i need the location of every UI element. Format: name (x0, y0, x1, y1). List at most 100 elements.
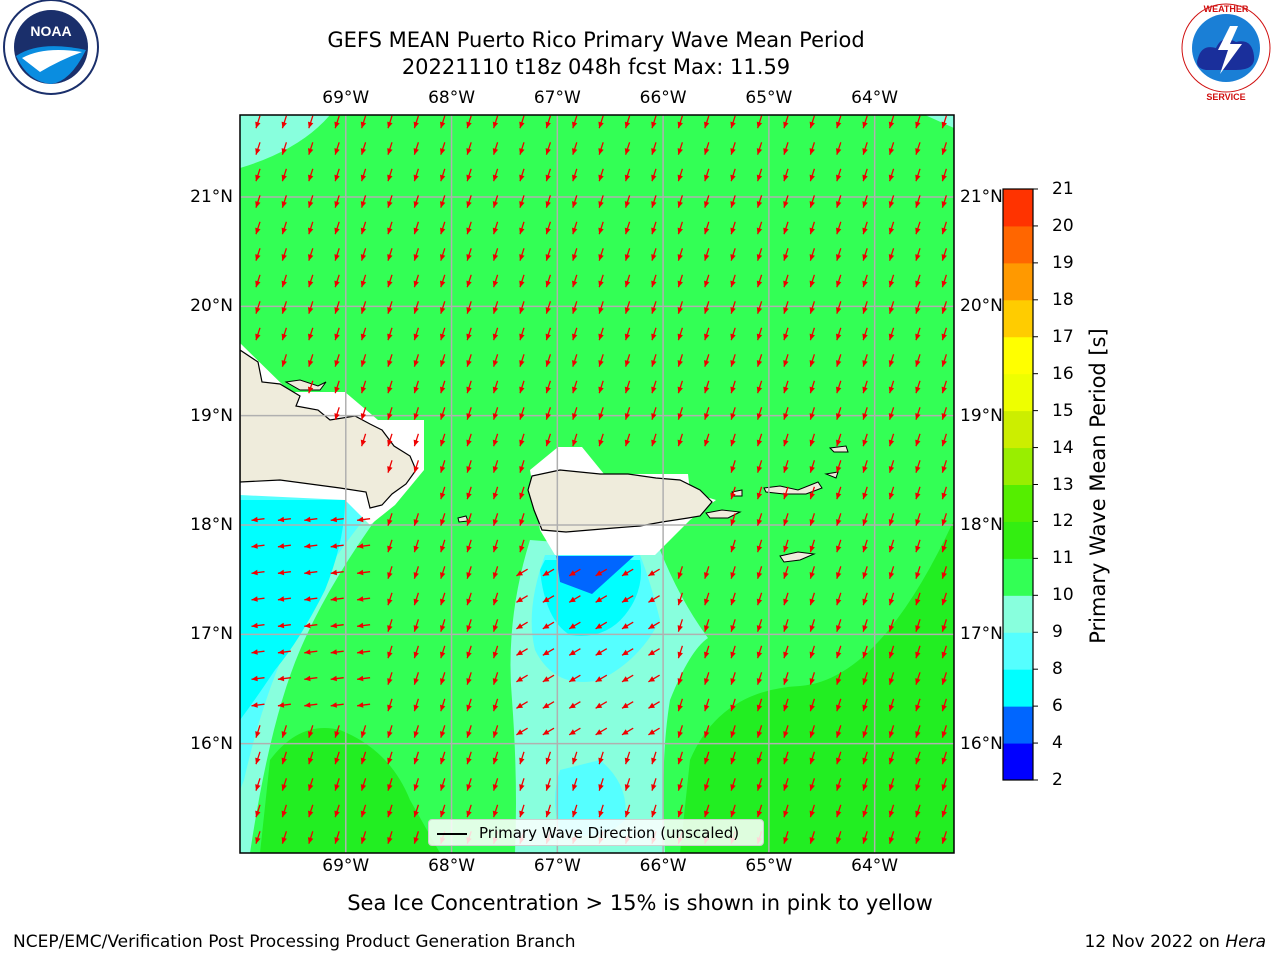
direction-arrowhead (941, 519, 947, 526)
ocean-9-10s-ne (925, 115, 954, 128)
direction-arrowhead (572, 757, 578, 765)
direction-arrowhead (648, 596, 655, 603)
direction-arrowhead (888, 121, 895, 129)
direction-arrowhead (651, 360, 657, 367)
colorbar-segment (1003, 521, 1033, 559)
direction-arrowhead (888, 784, 895, 791)
direction-arrowhead (492, 333, 499, 341)
direction-arrowhead (598, 280, 604, 288)
direction-arrowhead (277, 569, 285, 576)
direction-arrowhead (545, 148, 551, 155)
direction-arrowhead (704, 307, 710, 314)
direction-arrowhead (466, 439, 472, 447)
direction-arrowhead (809, 810, 815, 818)
colorbar-segment (1003, 743, 1033, 781)
turks-island (284, 379, 327, 391)
direction-arrowhead (413, 572, 419, 579)
direction-arrowhead (621, 649, 629, 656)
direction-arrowhead (783, 360, 789, 367)
colorbar-tick-label: 13 (1052, 474, 1074, 495)
direction-arrowhead (862, 333, 868, 341)
direction-arrowhead (624, 360, 631, 367)
direction-arrowhead (360, 280, 367, 288)
direction-arrowhead (704, 174, 710, 182)
direction-arrowhead (756, 174, 763, 182)
direction-arrowhead (730, 757, 736, 765)
direction-arrowhead (387, 545, 393, 553)
direction-arrowhead (598, 439, 604, 447)
direction-arrowhead (756, 810, 763, 818)
direction-arrowhead (360, 360, 367, 367)
direction-arrowhead (492, 545, 499, 553)
ocean-4-6s-south (556, 556, 634, 594)
direction-arrowhead (519, 386, 525, 394)
direction-arrowhead (492, 386, 499, 394)
direction-arrowhead (888, 519, 895, 526)
direction-arrowhead (255, 837, 261, 844)
direction-arrowhead (651, 174, 657, 182)
direction-arrowhead (730, 704, 736, 712)
colorbar-segment (1003, 447, 1033, 485)
direction-arrowhead (466, 201, 472, 208)
direction-arrowhead (598, 121, 604, 129)
direction-arrowhead (624, 174, 631, 182)
direction-arrowhead (251, 649, 258, 655)
direction-arrowhead (255, 148, 261, 155)
direction-arrowhead (466, 625, 472, 632)
direction-arrowhead (756, 148, 763, 155)
direction-arrowhead (756, 439, 763, 447)
direction-arrowhead (915, 413, 921, 420)
direction-arrowhead (277, 543, 285, 549)
direction-arrowhead (624, 201, 631, 208)
direction-arrowhead (783, 174, 789, 182)
direction-arrowhead (756, 572, 763, 579)
direction-arrowhead (783, 784, 789, 791)
direction-arrowhead (277, 516, 285, 523)
direction-arrowhead (440, 201, 446, 208)
direction-arrowhead (624, 810, 631, 818)
direction-arrowhead (255, 280, 261, 288)
direction-arrowhead (756, 545, 763, 553)
direction-arrowhead (915, 731, 921, 738)
direction-arrowhead (466, 466, 472, 473)
direction-arrowhead (862, 386, 868, 394)
credit-text: NCEP/EMC/Verification Post Processing Pr… (13, 932, 576, 952)
direction-arrowhead (277, 675, 285, 682)
direction-arrowhead (545, 810, 551, 818)
direction-arrowhead (466, 731, 472, 738)
direction-arrowhead (519, 333, 525, 341)
direction-arrowhead (862, 360, 868, 367)
direction-arrowhead (304, 516, 311, 523)
direction-arrowhead (440, 810, 446, 818)
direction-arrowhead (440, 784, 446, 791)
direction-arrowhead (357, 596, 364, 602)
direction-arrowhead (598, 757, 604, 765)
direction-arrowhead (251, 702, 258, 708)
direction-arrowhead (413, 625, 419, 632)
direction-arrowhead (413, 704, 419, 712)
direction-arrowhead (730, 572, 736, 579)
direction-arrowhead (704, 333, 710, 341)
direction-arrowhead (704, 731, 710, 738)
direction-arrowhead (516, 596, 523, 603)
direction-arrowhead (941, 810, 947, 818)
direction-arrowhead (304, 596, 311, 602)
direction-arrowhead (941, 678, 947, 685)
direction-arrowhead (862, 121, 868, 129)
direction-arrowhead (595, 623, 603, 629)
direction-arrowhead (516, 570, 523, 576)
direction-arrowhead (783, 280, 789, 288)
direction-arrowhead (516, 702, 523, 709)
colorbar-tick-label: 4 (1052, 733, 1063, 754)
direction-arrowhead (809, 704, 815, 712)
direction-arrowhead (492, 280, 499, 288)
direction-arrowhead (809, 201, 815, 208)
direction-arrowhead (519, 280, 525, 288)
direction-arrowhead (677, 784, 683, 791)
direction-arrowhead (677, 810, 683, 818)
direction-arrowhead (281, 784, 287, 791)
direction-arrowhead (304, 649, 311, 655)
direction-arrowhead (648, 649, 655, 656)
direction-arrowhead (440, 492, 446, 500)
lat-label-left: 21°N (190, 187, 233, 207)
